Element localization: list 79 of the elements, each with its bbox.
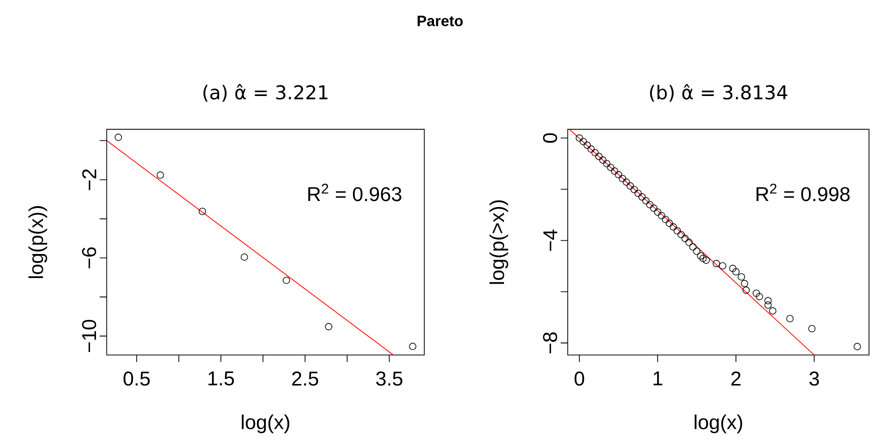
point bbox=[409, 342, 416, 350]
y-tick-label: 0 bbox=[543, 133, 558, 143]
y-tick-label: −6 bbox=[82, 247, 96, 268]
point bbox=[638, 193, 646, 201]
point bbox=[595, 152, 603, 160]
point bbox=[677, 230, 685, 238]
x-tick-label: 3 bbox=[809, 372, 819, 386]
point bbox=[769, 307, 776, 315]
point bbox=[654, 208, 662, 216]
point bbox=[697, 252, 704, 260]
point bbox=[642, 197, 650, 204]
point bbox=[756, 292, 764, 300]
x-tick-label: 2.5 bbox=[292, 372, 318, 386]
point bbox=[156, 171, 164, 179]
point bbox=[666, 220, 674, 227]
point bbox=[610, 167, 618, 175]
point bbox=[732, 268, 740, 276]
point bbox=[702, 256, 710, 264]
point bbox=[808, 324, 816, 332]
point bbox=[662, 216, 670, 224]
point bbox=[674, 227, 681, 234]
point bbox=[630, 186, 638, 194]
y-axis-title: log(p(>x)) bbox=[490, 200, 508, 284]
point bbox=[622, 178, 630, 186]
point bbox=[740, 280, 748, 288]
point bbox=[738, 273, 746, 281]
annotation: R$^{2}$ = 0.963 bbox=[308, 184, 402, 202]
point bbox=[670, 223, 677, 231]
y-tick-label: −2 bbox=[82, 169, 96, 190]
point bbox=[614, 170, 622, 178]
x-tick-label: 2 bbox=[731, 372, 740, 386]
point bbox=[646, 200, 654, 208]
point bbox=[854, 342, 861, 350]
point bbox=[114, 134, 122, 141]
point bbox=[626, 182, 634, 190]
chart-title: (a) α̂ = 3.221 bbox=[203, 84, 328, 102]
point bbox=[752, 290, 760, 297]
point bbox=[603, 160, 610, 168]
point bbox=[699, 254, 707, 262]
annotation: R$^{2}$ = 0.998 bbox=[756, 184, 850, 202]
point bbox=[282, 276, 290, 284]
x-axis-title: log(x) bbox=[694, 414, 742, 434]
point bbox=[325, 323, 332, 330]
text: Pareto bbox=[418, 16, 463, 26]
point bbox=[240, 253, 248, 261]
y-tick-label: −8 bbox=[543, 332, 558, 354]
x-tick-label: 1 bbox=[654, 372, 662, 386]
point bbox=[580, 138, 587, 146]
point bbox=[729, 264, 736, 272]
y-tick-label: −4 bbox=[543, 230, 558, 251]
x-tick-label: 1.5 bbox=[208, 372, 234, 386]
point bbox=[198, 208, 206, 216]
point bbox=[742, 286, 750, 294]
point bbox=[584, 142, 591, 149]
y-tick-label: −10 bbox=[82, 320, 96, 352]
point bbox=[576, 134, 584, 142]
point bbox=[681, 234, 689, 242]
point bbox=[764, 297, 772, 304]
point bbox=[587, 145, 595, 153]
point bbox=[764, 301, 772, 309]
point bbox=[786, 314, 794, 322]
point bbox=[685, 238, 693, 246]
x-axis-title: log(x) bbox=[242, 414, 290, 434]
x-tick-label: 3.5 bbox=[376, 372, 402, 386]
point bbox=[591, 148, 599, 156]
point bbox=[712, 260, 720, 268]
x-tick-label: 0.5 bbox=[124, 372, 150, 386]
y-axis-title: log(p(x)) bbox=[28, 206, 48, 278]
point bbox=[650, 204, 658, 212]
point bbox=[693, 248, 700, 255]
point bbox=[607, 164, 614, 172]
point bbox=[599, 156, 607, 164]
x-tick-label: 0 bbox=[574, 372, 584, 386]
chart-title: (b) α̂ = 3.8134 bbox=[650, 84, 788, 102]
point bbox=[634, 190, 642, 197]
point bbox=[689, 243, 697, 251]
point bbox=[618, 174, 626, 182]
point bbox=[718, 262, 726, 270]
point bbox=[658, 212, 666, 220]
